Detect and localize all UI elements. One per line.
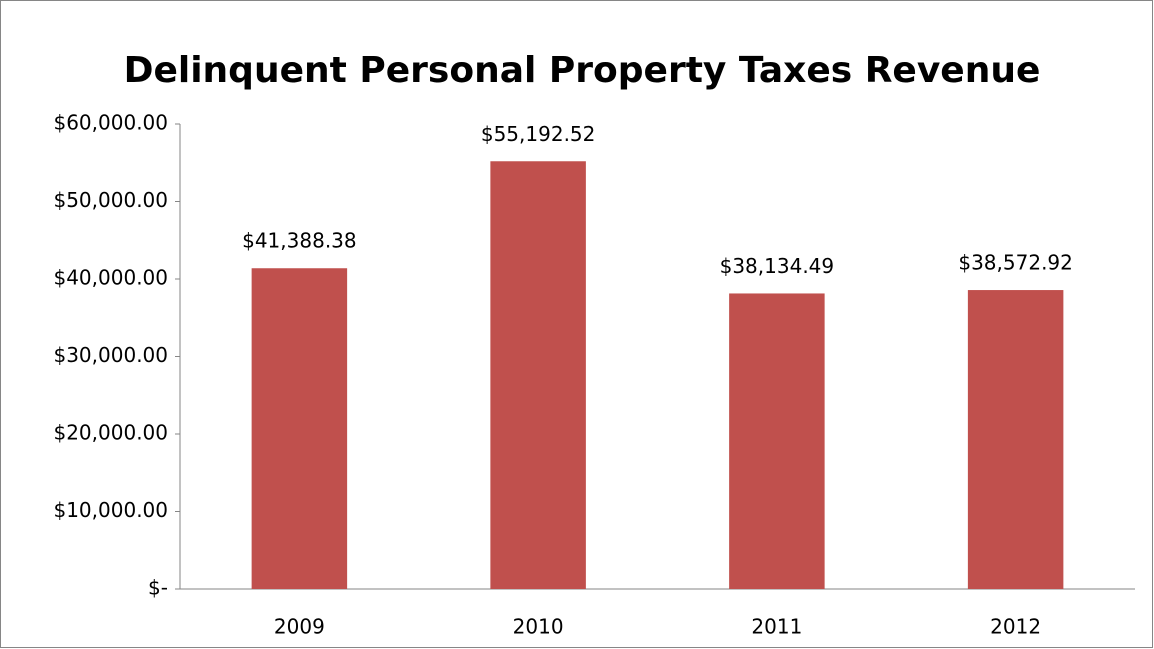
bar	[251, 268, 348, 589]
x-tick-label: 2010	[513, 615, 564, 639]
data-label: $38,134.49	[720, 254, 835, 278]
bar	[490, 161, 586, 589]
data-label: $38,572.92	[958, 251, 1073, 275]
y-tick-label: $40,000.00	[53, 266, 168, 290]
x-tick-label: 2009	[274, 615, 325, 639]
chart-title: Delinquent Personal Property Taxes Reven…	[124, 50, 1041, 91]
data-label: $55,192.52	[481, 122, 596, 146]
y-tick-label: $50,000.00	[53, 188, 168, 212]
bar	[967, 290, 1064, 589]
bar	[729, 293, 825, 589]
x-tick-label: 2012	[990, 615, 1041, 639]
y-tick-label: $60,000.00	[53, 111, 168, 135]
data-label: $41,388.38	[242, 229, 357, 253]
y-tick-label: $10,000.00	[53, 498, 168, 522]
y-tick-label: $30,000.00	[53, 343, 168, 367]
x-tick-label: 2011	[751, 615, 802, 639]
y-tick-label: $-	[148, 576, 168, 600]
y-tick-label: $20,000.00	[53, 421, 168, 445]
